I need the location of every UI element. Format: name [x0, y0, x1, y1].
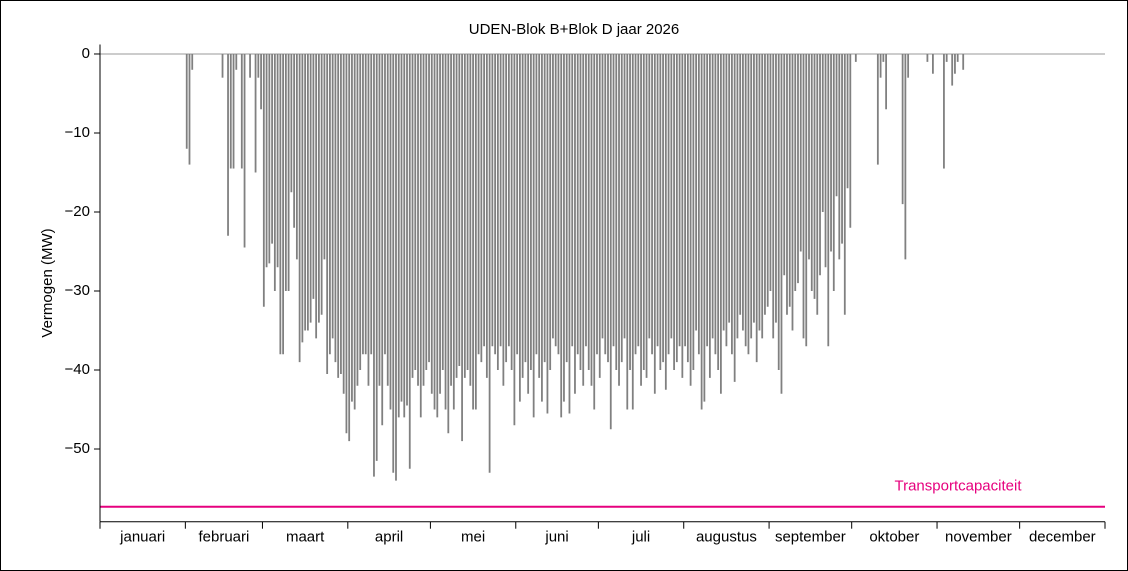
x-tick-label: maart	[286, 529, 325, 546]
x-tick-label: november	[945, 529, 1012, 546]
y-axis-label: Vermogen (MW)	[39, 228, 56, 337]
y-tick-label: −30	[65, 282, 90, 299]
x-tick-label: juni	[544, 529, 568, 546]
x-tick-label: februari	[198, 529, 249, 546]
capacity-label: Transportcapaciteit	[894, 478, 1022, 495]
x-tick-label: januari	[119, 529, 165, 546]
x-tick-label: mei	[461, 529, 485, 546]
y-tick-label: −40	[65, 361, 90, 378]
chart-title: UDEN-Blok B+Blok D jaar 2026	[469, 21, 680, 38]
x-tick-label: augustus	[696, 529, 757, 546]
x-tick-label: juli	[631, 529, 650, 546]
y-tick-label: −50	[65, 440, 90, 457]
x-tick-label: april	[375, 529, 403, 546]
y-tick-label: −10	[65, 124, 90, 141]
x-tick-label: oktober	[869, 529, 919, 546]
x-tick-label: december	[1029, 529, 1096, 546]
y-tick-label: 0	[82, 45, 90, 62]
y-tick-label: −20	[65, 203, 90, 220]
x-tick-label: september	[775, 529, 846, 546]
